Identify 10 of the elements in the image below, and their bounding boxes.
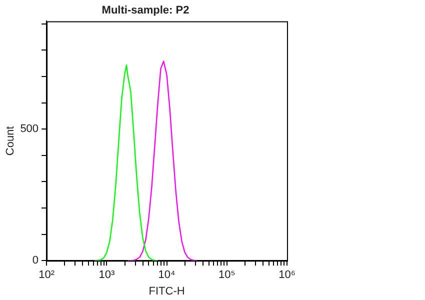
y-axis-title: Count: [4, 126, 17, 156]
x-tick-label: 10³: [98, 269, 115, 282]
x-tick-label: 10²: [38, 269, 55, 282]
x-tick-label: 10⁴: [158, 269, 176, 282]
y-tick-label: 0: [32, 254, 39, 267]
chart-title: Multi-sample: P2: [102, 4, 190, 17]
y-tick-label: 500: [20, 123, 39, 136]
x-tick-label: 10⁶: [278, 269, 296, 282]
x-axis-title: FITC-H: [148, 285, 185, 298]
x-tick-label: 10⁵: [218, 269, 236, 282]
